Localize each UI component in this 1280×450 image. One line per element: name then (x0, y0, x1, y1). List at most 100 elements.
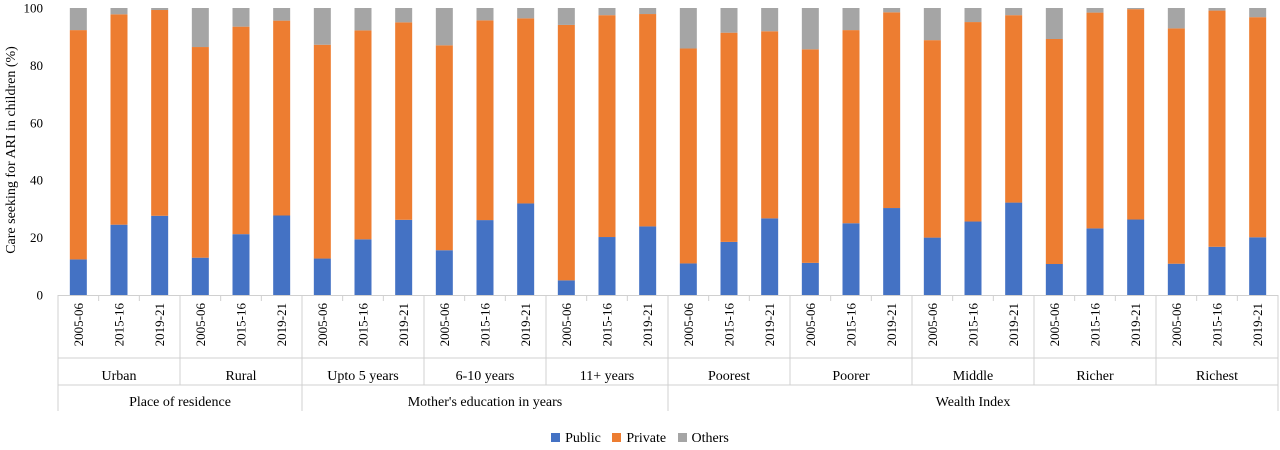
bar-segment-others (557, 8, 575, 25)
x-tick-label: 2019-21 (884, 303, 899, 346)
bar-segment-public (476, 220, 494, 295)
x-tick-label: 2019-21 (152, 303, 167, 346)
bar-segment-private (151, 10, 169, 216)
x-tick-label: 2019-21 (762, 303, 777, 346)
bar-segment-others (435, 8, 453, 46)
bar-segment-public (883, 208, 901, 295)
bar-segment-private (923, 40, 941, 238)
bar-segment-others (598, 8, 616, 16)
x-tick-label: 2005-06 (681, 303, 696, 347)
x-tick-label: 2015-16 (356, 303, 371, 347)
y-tick-label: 0 (37, 288, 44, 303)
bar-segment-private (964, 22, 982, 222)
subgroup-label: Upto 5 years (327, 369, 399, 384)
legend-swatch-private (612, 433, 622, 442)
bar-segment-private (557, 24, 575, 281)
bar-segment-others (1208, 8, 1226, 11)
bar-segment-private (395, 22, 413, 220)
bar-segment-public (69, 259, 87, 295)
bar-segment-others (1005, 8, 1023, 16)
bar-segment-private (476, 20, 494, 221)
subgroup-label: 11+ years (580, 369, 634, 384)
bar-segment-others (639, 8, 657, 15)
bar-segment-others (1167, 8, 1185, 29)
group-label: Mother's education in years (408, 395, 563, 410)
x-tick-label: 2015-16 (1210, 303, 1225, 347)
bar-segment-others (313, 8, 331, 45)
x-tick-label: 2005-06 (925, 303, 940, 347)
group-label: Place of residence (129, 395, 231, 410)
bar-segment-private (1005, 15, 1023, 203)
subgroup-label: Urban (102, 369, 137, 384)
bar-segment-others (1127, 8, 1145, 10)
bar-segment-public (964, 221, 982, 295)
bar-segment-public (1127, 219, 1145, 295)
bar-segment-private (1167, 28, 1185, 264)
x-axis: 2005-06 2015-16 2019-21 2005-06 2015-16 2019-… (57, 295, 1279, 411)
legend-label-others: Others (691, 431, 729, 446)
bar-segment-private (69, 30, 87, 260)
y-axis-label: Care seeking for ARI in children (%) (4, 46, 19, 254)
legend-item-private: Private (612, 431, 666, 447)
bar-segment-public (1208, 246, 1226, 295)
bar-segment-public (110, 224, 128, 295)
x-tick-label: 2015-16 (112, 303, 127, 347)
bar-segment-private (761, 31, 779, 219)
bar-segment-others (883, 8, 901, 13)
bar-segment-public (923, 237, 941, 295)
x-tick-label: 2005-06 (559, 303, 574, 347)
bar-segment-others (151, 8, 169, 11)
bar-segment-private (842, 30, 860, 224)
bar-segment-others (476, 8, 494, 21)
bar-segment-private (517, 18, 535, 204)
bar-segment-others (354, 8, 372, 31)
bar-segment-private (1086, 12, 1104, 229)
bar-segment-public (435, 250, 453, 295)
subgroup-label: Richer (1076, 369, 1114, 384)
bar-segment-public (557, 280, 575, 295)
bar-segment-private (679, 48, 697, 264)
legend-item-others: Others (677, 431, 729, 447)
subgroup-label: Richest (1196, 369, 1238, 384)
x-tick-label: 2005-06 (315, 303, 330, 347)
bar-segment-others (110, 8, 128, 15)
bar-segment-public (842, 223, 860, 295)
bar-segment-public (598, 237, 616, 295)
bar-segment-public (151, 215, 169, 295)
bar-segment-public (354, 239, 372, 295)
bar-segment-private (639, 14, 657, 227)
bar-segment-public (1005, 202, 1023, 295)
bar-segment-private (1208, 10, 1226, 247)
y-axis-ticks: 0 20 40 60 80 100 (24, 1, 44, 303)
subgroup-label: Rural (225, 369, 256, 384)
legend-swatch-others (677, 433, 687, 442)
subgroup-label: Middle (953, 369, 993, 384)
x-tick-label: 2019-21 (396, 303, 411, 346)
bar-segment-others (842, 8, 860, 31)
y-tick-label: 100 (24, 1, 44, 16)
bar-segment-private (883, 12, 901, 209)
x-tick-label: 2005-06 (803, 303, 818, 347)
bar-segment-others (517, 8, 535, 19)
x-tick-label: 2005-06 (1047, 303, 1062, 347)
bar-segment-public (313, 258, 331, 295)
y-tick-label: 60 (30, 115, 43, 130)
bar-segment-private (1127, 9, 1145, 220)
x-tick-label: 2015-16 (600, 303, 615, 347)
bar-segment-private (110, 14, 128, 225)
x-tick-label: 2019-21 (274, 303, 289, 346)
bar-segment-private (1249, 17, 1267, 238)
bar-segment-public (395, 219, 413, 295)
bar-segment-private (598, 15, 616, 238)
bar-segment-public (761, 218, 779, 295)
bar-segment-public (517, 203, 535, 295)
bar-segment-others (923, 8, 941, 41)
x-tick-label: 2015-16 (722, 303, 737, 347)
legend-label-public: Public (565, 431, 601, 446)
x-tick-label: 2015-16 (234, 303, 249, 347)
subgroup-label: Poorest (708, 369, 750, 384)
bar-segment-others (720, 8, 738, 33)
x-tick-label: 2019-21 (1006, 303, 1021, 346)
bar-segment-private (273, 20, 291, 216)
x-tick-label: 2019-21 (518, 303, 533, 346)
